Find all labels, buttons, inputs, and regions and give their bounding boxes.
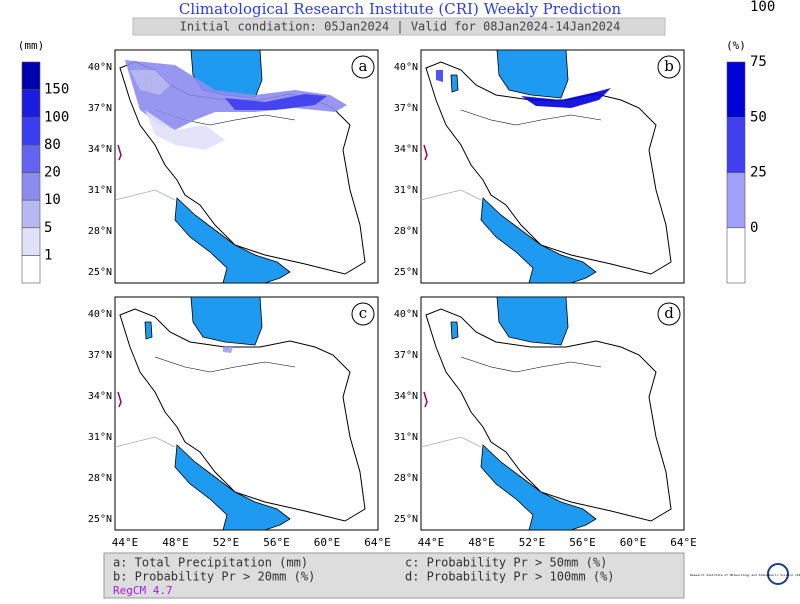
precip-area xyxy=(130,70,170,95)
lat-label: 25°N xyxy=(88,514,112,525)
lat-label: 34°N xyxy=(88,144,112,155)
panel-letter: d xyxy=(664,304,674,322)
lat-label: 31°N xyxy=(394,432,418,443)
lon-label: 64°E xyxy=(670,536,697,549)
lat-label: 40°N xyxy=(88,309,112,320)
lon-label: 48°E xyxy=(162,536,189,549)
subtitle: Initial condiation: 05Jan2024 | Valid fo… xyxy=(180,20,621,34)
model-name: RegCM 4.7 xyxy=(113,584,173,597)
precip-area xyxy=(125,60,347,130)
lat-label: 34°N xyxy=(394,144,418,155)
panel-letter: a xyxy=(359,57,368,75)
precip-area xyxy=(145,110,225,150)
colorbar-bin xyxy=(726,172,746,229)
colorbar-label: 50 xyxy=(750,109,767,125)
colorbar-label: 1 xyxy=(44,247,52,263)
colorbar-label: 0 xyxy=(750,220,758,236)
map-panel: d xyxy=(420,296,685,531)
lon-label: 52°E xyxy=(213,536,240,549)
lat-label: 34°N xyxy=(394,391,418,402)
subtitle-box xyxy=(132,17,666,36)
colorbar-label: 25 xyxy=(750,165,767,181)
colorbar-bin xyxy=(21,227,41,256)
lat-label: 25°N xyxy=(88,267,112,278)
lat-label: 25°N xyxy=(394,514,418,525)
colorbar-label: 75 xyxy=(750,54,767,70)
basemap xyxy=(420,296,685,531)
basemap xyxy=(420,49,685,284)
map-panel: c xyxy=(114,296,379,531)
lat-label: 40°N xyxy=(88,62,112,73)
lon-label: 56°E xyxy=(569,536,596,549)
lat-label: 37°N xyxy=(88,103,112,114)
colorbar-bin xyxy=(726,227,746,284)
colorbar-bin xyxy=(726,61,746,118)
precip-area xyxy=(521,88,611,108)
lon-label: 52°E xyxy=(519,536,546,549)
map-panel: a xyxy=(114,49,379,284)
colorbar-label: 5 xyxy=(44,220,52,236)
panel-letter-circle xyxy=(657,302,681,326)
lon-label: 56°E xyxy=(263,536,290,549)
colorbar-bin xyxy=(21,199,41,229)
lat-label: 34°N xyxy=(88,391,112,402)
colorbar-bin xyxy=(21,89,41,118)
lon-label: 64°E xyxy=(364,536,391,549)
panel-letter-circle xyxy=(351,302,375,326)
lat-label: 31°N xyxy=(88,185,112,196)
lat-label: 28°N xyxy=(394,226,418,237)
lat-label: 28°N xyxy=(394,473,418,484)
colorbar-label: 100 xyxy=(44,109,69,125)
precip-area xyxy=(436,70,443,82)
lat-label: 28°N xyxy=(88,473,112,484)
colorbar-bin xyxy=(21,144,41,173)
colorbar-unit: (mm) xyxy=(18,39,45,52)
lat-label: 25°N xyxy=(394,267,418,278)
basemap xyxy=(114,296,379,531)
lat-label: 31°N xyxy=(394,185,418,196)
colorbar-bin xyxy=(726,116,746,173)
lon-label: 60°E xyxy=(314,536,341,549)
colorbar-label: 100 xyxy=(750,0,775,15)
colorbar-unit: (%) xyxy=(726,39,746,52)
colorbar-bin xyxy=(21,172,41,201)
precip-area xyxy=(225,94,327,110)
map-panel: b xyxy=(420,49,685,284)
panel-letter-circle xyxy=(657,55,681,79)
logo-icon xyxy=(767,563,789,585)
legend-item: b: Probability Pr > 20mm (%) xyxy=(113,570,315,584)
colorbar-label: 20 xyxy=(44,165,61,181)
logo-text: Research Institute of Meteorology and At… xyxy=(690,573,800,577)
legend-item: a: Total Precipitation (mm) xyxy=(113,556,308,570)
lon-label: 44°E xyxy=(112,536,139,549)
lat-label: 40°N xyxy=(394,62,418,73)
title: Climatological Research Institute (CRI) … xyxy=(179,0,622,18)
panel-letter: c xyxy=(359,304,367,322)
colorbar-bin xyxy=(21,61,41,90)
legend-item: c: Probability Pr > 50mm (%) xyxy=(405,556,607,570)
colorbar-label: 10 xyxy=(44,192,61,208)
lat-label: 28°N xyxy=(88,226,112,237)
lat-label: 37°N xyxy=(394,103,418,114)
precip-area xyxy=(223,347,233,353)
legend-box xyxy=(103,552,685,599)
panel-letter: b xyxy=(664,57,674,75)
lat-label: 40°N xyxy=(394,309,418,320)
colorbar-label: 150 xyxy=(44,82,69,98)
lon-label: 44°E xyxy=(418,536,445,549)
panel-letter-circle xyxy=(351,55,375,79)
lon-label: 48°E xyxy=(468,536,495,549)
lon-label: 60°E xyxy=(620,536,647,549)
colorbar-label: 80 xyxy=(44,137,61,153)
colorbar-bin xyxy=(21,255,41,284)
lat-label: 37°N xyxy=(394,350,418,361)
colorbar-bin xyxy=(21,116,41,146)
lat-label: 31°N xyxy=(88,432,112,443)
legend-item: d: Probability Pr > 100mm (%) xyxy=(405,570,615,584)
lat-label: 37°N xyxy=(88,350,112,361)
